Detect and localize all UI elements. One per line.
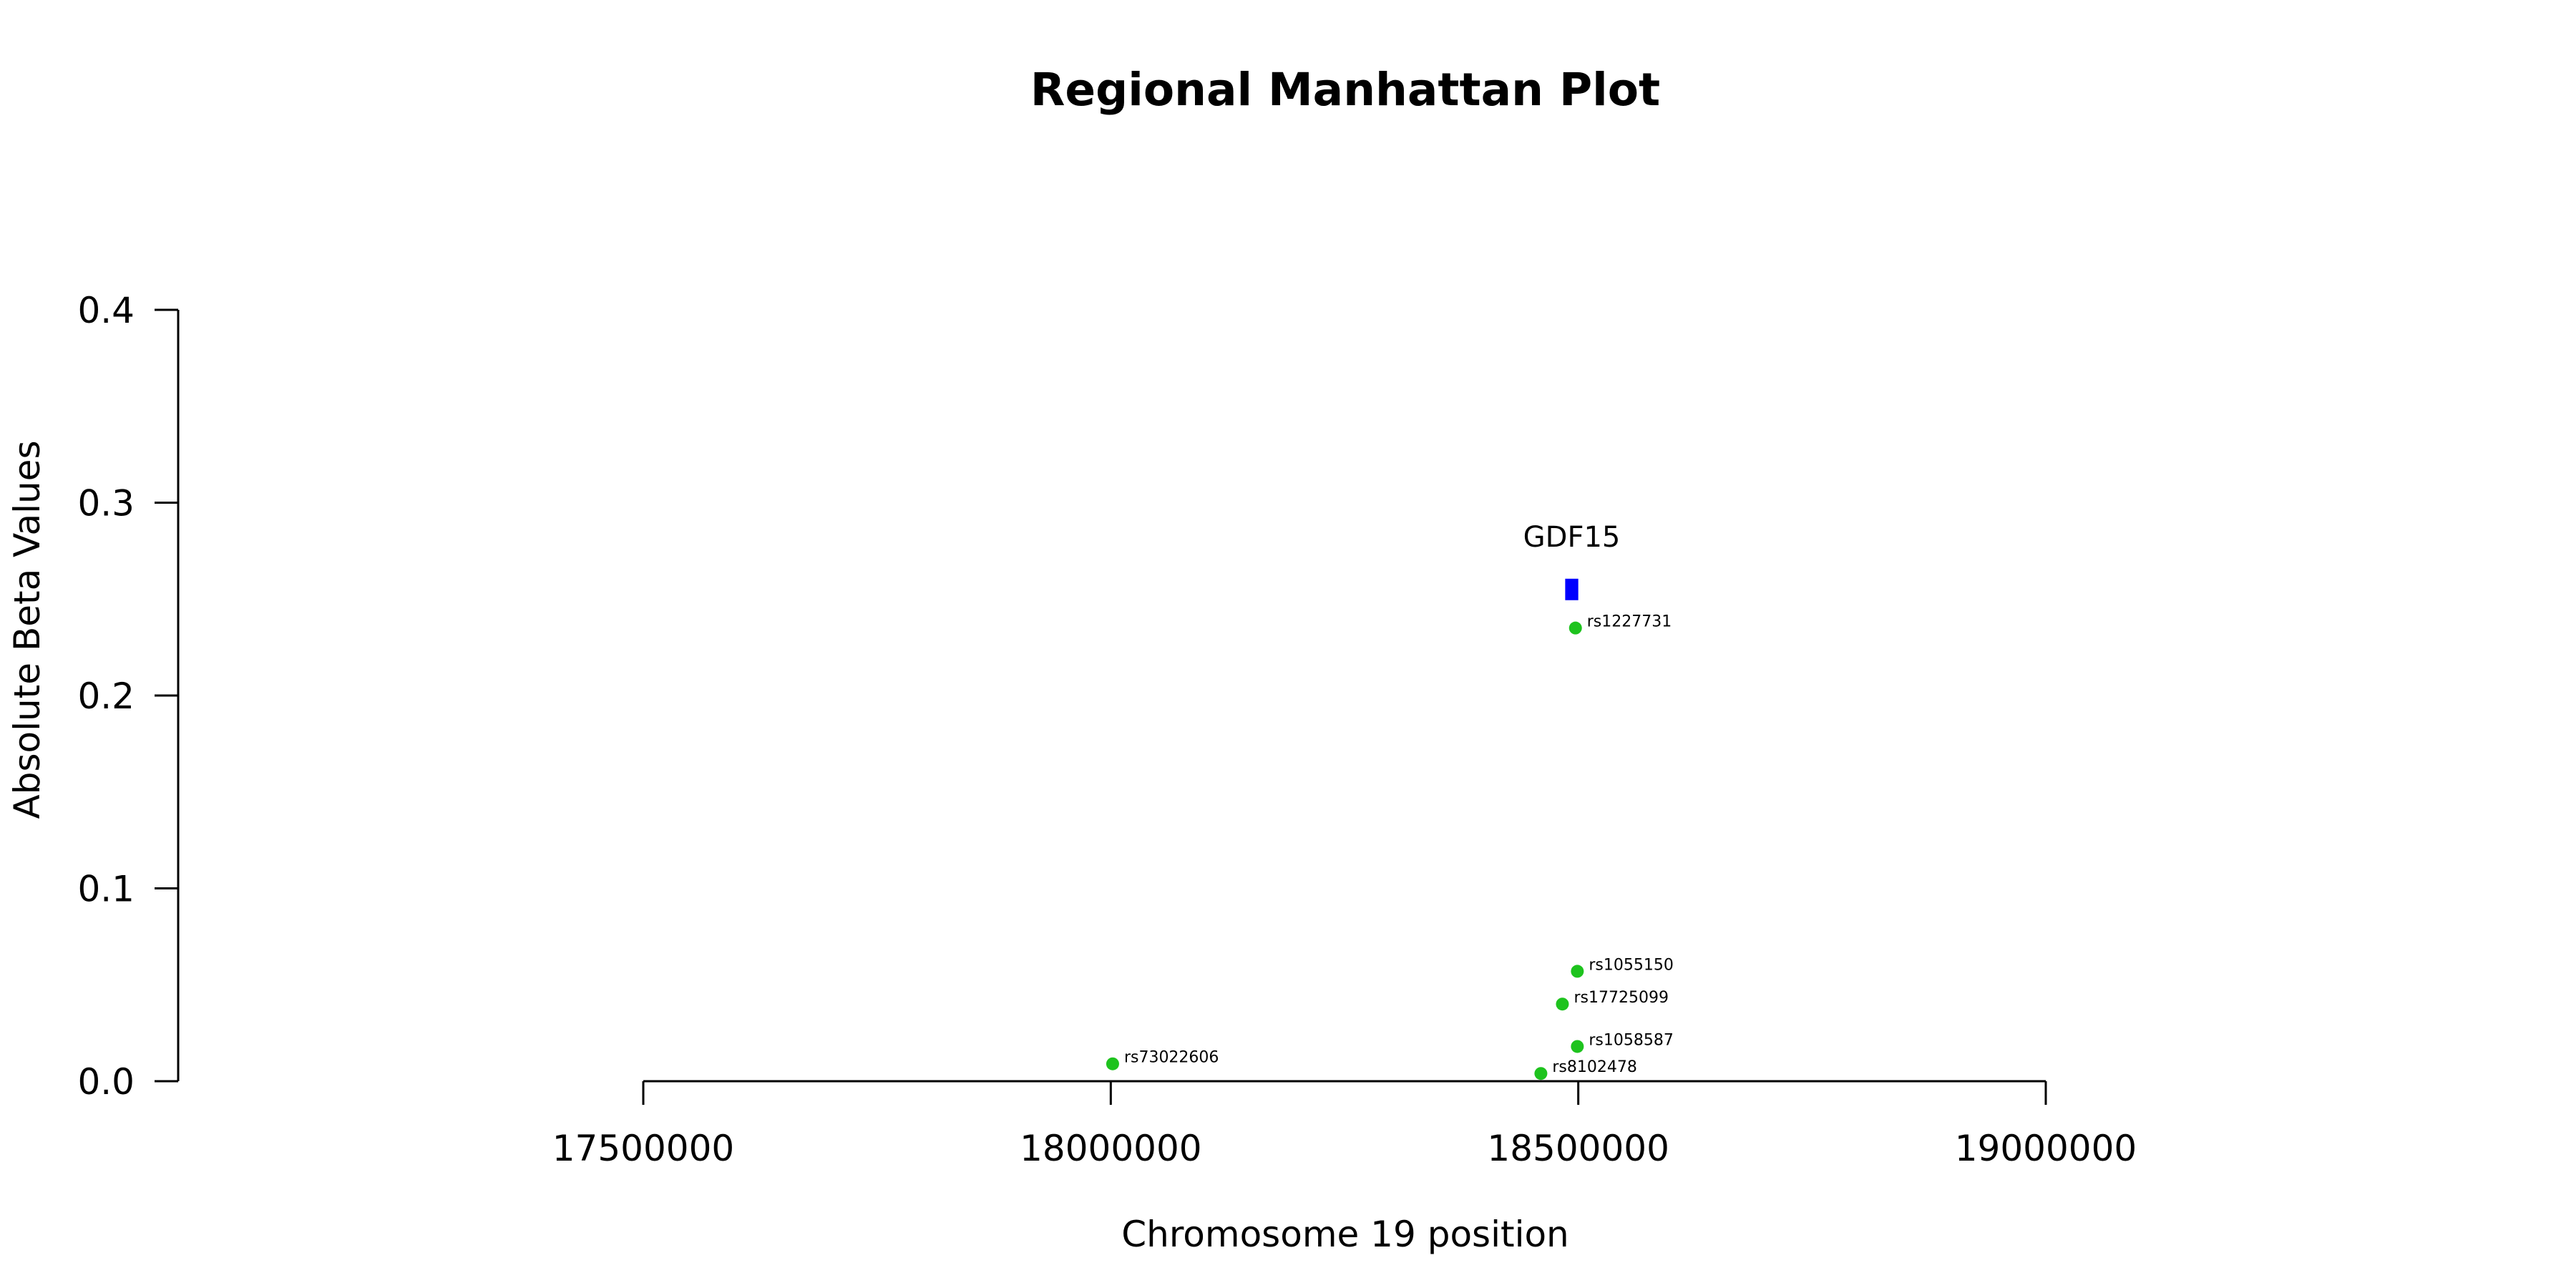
snp-points: rs1227731 rs1055150 rs17725099 rs1058587 rs8… (1106, 613, 1674, 1080)
snp-point (1571, 965, 1584, 978)
x-axis-label: Chromosome 19 position (1121, 1214, 1569, 1255)
x-tick-label: 18000000 (1020, 1128, 1202, 1169)
snp-point (1556, 997, 1569, 1011)
snp-label: rs1055150 (1589, 956, 1674, 974)
snp-label: rs1227731 (1587, 613, 1672, 631)
y-tick-label: 0.1 (77, 869, 135, 910)
snp-point (1534, 1067, 1548, 1080)
snp-label: rs73022606 (1124, 1049, 1219, 1067)
snp-label: rs1058587 (1589, 1031, 1674, 1049)
y-tick-label: 0.2 (77, 675, 135, 717)
snp-label: rs8102478 (1552, 1058, 1637, 1076)
x-tick-label: 18500000 (1487, 1128, 1669, 1169)
y-ticks: 0.0 0.1 0.2 0.3 0.4 (77, 290, 178, 1103)
x-tick-label: 19000000 (1955, 1128, 2137, 1169)
chart-title: Regional Manhattan Plot (1030, 64, 1660, 116)
x-ticks: 17500000 18000000 18500000 19000000 (552, 1081, 2137, 1169)
gene-label: GDF15 (1523, 521, 1621, 554)
y-tick-label: 0.4 (77, 290, 135, 331)
x-axis: 17500000 18000000 18500000 19000000 (552, 1080, 2137, 1169)
snp-point (1568, 621, 1582, 635)
y-tick-label: 0.3 (77, 483, 135, 525)
x-tick-label: 17500000 (552, 1128, 735, 1169)
gene-layer: GDF15 (1523, 521, 1621, 600)
y-tick-label: 0.0 (77, 1061, 135, 1103)
y-axis: 0.0 0.1 0.2 0.3 0.4 (77, 290, 180, 1103)
y-axis-label: Absolute Beta Values (6, 441, 48, 819)
gene-marker (1565, 578, 1579, 600)
snp-label: rs17725099 (1574, 989, 1668, 1007)
snp-point (1571, 1040, 1584, 1053)
snp-point (1106, 1057, 1119, 1070)
